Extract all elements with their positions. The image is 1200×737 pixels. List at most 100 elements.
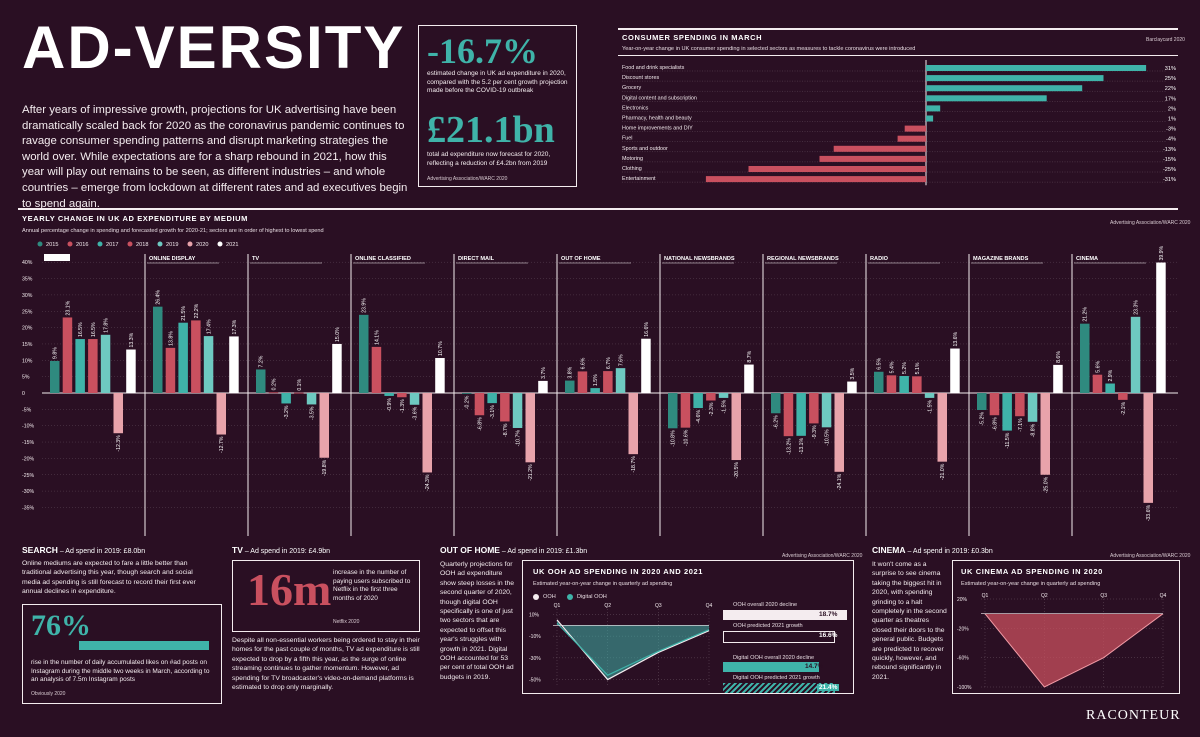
stat-total-value: £21.1bn	[427, 109, 555, 151]
search-heading: SEARCH – Ad spend in 2019: £8.0bn	[22, 545, 146, 555]
search-stat-box: 76% rise in the number of daily accumula…	[22, 604, 222, 704]
ooh-legend-digital: Digital OOH	[577, 594, 607, 600]
legend-dot-2021	[217, 241, 223, 247]
bar-value-label: -12.3%	[116, 435, 122, 452]
ooh-2020-decline-bar	[723, 610, 847, 620]
bar-value-label: 14.1%	[374, 330, 380, 345]
bar-value-label: -13.2%	[786, 438, 792, 455]
bar-direct-mail-2016	[474, 393, 485, 416]
search-stat-text: rise in the number of daily accumulated …	[31, 659, 210, 683]
digital-2020-decline-label: Digital OOH overall 2020 decline	[733, 655, 815, 661]
bar-value-label: -3.2%	[284, 405, 290, 419]
bar-radio-2021	[950, 348, 960, 393]
y-tick-label: -15%	[22, 440, 34, 446]
bar-online-classified-2017	[384, 393, 394, 396]
intro-text: After years of impressive growth, projec…	[22, 104, 408, 210]
bar-value-label: -12.7%	[219, 436, 225, 453]
bar-out-of-home-2020	[628, 393, 638, 455]
consumer-value-label: -15%	[1163, 157, 1176, 163]
consumer-category-label: Entertainment	[622, 176, 656, 182]
bar-online-classified-2019	[409, 393, 420, 405]
ooh-chart-box: UK OOH AD SPENDING IN 2020 AND 2021 Esti…	[522, 560, 854, 694]
ooh-chart-subtitle: Estimated year-on-year change in quarter…	[533, 581, 673, 587]
bar-tv-2020	[319, 393, 329, 458]
consumer-value-label: 17%	[1165, 96, 1176, 102]
group-label: REGIONAL NEWSBRANDS	[767, 256, 839, 262]
consumer-bar	[897, 135, 926, 142]
yearly-change-chart: 2015 2016 2017 2018 2019 2020 2021 40% 35% 30% 25%…	[22, 241, 1178, 536]
cinema-x-tick: Q1	[982, 593, 989, 599]
bar-value-label: 13.8%	[168, 331, 174, 346]
consumer-spending-chart: Food and drink specialists 31% Discount st…	[622, 60, 1176, 186]
bar-value-label: -3.6%	[413, 406, 419, 420]
bar-national-newsbrands-2015	[668, 393, 678, 429]
legend-label: 2016	[76, 242, 88, 248]
search-text: Online mediums are expected to fare a li…	[22, 560, 196, 596]
bar-tv-2021	[332, 343, 342, 393]
legend-dot-2017	[97, 241, 103, 247]
ooh-y-tick: -30%	[529, 656, 541, 662]
bar-value-label: 22.2%	[194, 303, 200, 318]
digital-2021-growth-bar	[723, 683, 835, 693]
bar-regional-newsbrands-2019	[821, 393, 832, 428]
ooh-2021-growth-label: OOH predicted 2021 growth	[733, 623, 803, 629]
bar-magazine-brands-2020	[1040, 393, 1050, 475]
search-stat-value: 76%	[31, 609, 91, 642]
bar-online-display-2018	[191, 320, 201, 393]
bar-online-classified-2021	[435, 358, 445, 393]
digital-2020-decline-value: 14.7%	[805, 663, 824, 670]
consumer-bar	[705, 176, 926, 183]
bar-value-label: 17.8%	[104, 318, 110, 333]
bar-value-label: 3.5%	[850, 367, 856, 379]
consumer-bar	[819, 155, 926, 162]
y-tick-label: 20%	[22, 326, 33, 332]
consumer-value-label: -13%	[1163, 147, 1176, 153]
ooh-text: Quarterly projections for OOH ad expendi…	[440, 561, 515, 681]
consumer-rule	[618, 28, 1178, 30]
cinema-source: Advertising Association/WARC 2020	[1110, 553, 1191, 559]
digital-ooh-legend-dot	[567, 594, 573, 600]
bar-value-label: 23.9%	[362, 298, 368, 313]
bar-search-2017	[75, 339, 85, 393]
consumer-header: CONSUMER SPENDING IN MARCH	[622, 33, 763, 42]
group-label: TV	[252, 256, 259, 262]
consumer-value-label: 31%	[1165, 66, 1176, 72]
bar-regional-newsbrands-2015	[771, 393, 781, 414]
ooh-heading: OUT OF HOME – Ad spend in 2019: £1.3bn	[440, 545, 588, 555]
group-label: RADIO	[870, 256, 889, 262]
search-source: Obviously 2020	[31, 691, 66, 697]
bar-cinema-2019	[1130, 316, 1141, 393]
cinema-x-tick: Q3	[1100, 593, 1107, 599]
consumer-value-label: 2%	[1168, 106, 1176, 112]
bar-value-label: -1.5%	[928, 400, 934, 414]
cinema-x-tick: Q4	[1160, 593, 1167, 599]
bar-value-label: 6.7%	[606, 357, 612, 369]
yearly-source: Advertising Association/WARC 2020	[1110, 220, 1191, 226]
bar-national-newsbrands-2017	[693, 393, 703, 409]
bar-value-label: 39.9%	[1159, 245, 1165, 260]
bar-cinema-2017	[1105, 383, 1115, 393]
bar-value-label: 6.5%	[877, 358, 883, 370]
page-title: AD-VERSITY	[22, 14, 406, 81]
bar-search-2016	[62, 317, 73, 393]
bar-value-label: -8.8%	[1031, 423, 1037, 437]
ooh-2020-decline-label: OOH overall 2020 decline	[733, 602, 798, 608]
consumer-bar	[926, 105, 941, 112]
bar-radio-2016	[886, 375, 897, 393]
bar-value-label: -5.2%	[980, 412, 986, 426]
bar-tv-2018	[294, 392, 304, 394]
bar-tv-2019	[306, 393, 317, 405]
y-tick-label: 10%	[22, 358, 33, 364]
bar-online-classified-2018	[397, 393, 407, 398]
legend-dot-2015	[37, 241, 43, 247]
bar-value-label: -0.9%	[387, 398, 393, 412]
headline-stats-box: -16.7% estimated change in UK ad expendi…	[418, 25, 577, 187]
consumer-category-label: Digital content and subscription	[622, 95, 697, 101]
consumer-category-label: Food and drink specialists	[622, 65, 685, 71]
bar-radio-2015	[874, 371, 884, 393]
bar-value-label: 17.4%	[207, 319, 213, 334]
y-tick-label: 0	[22, 391, 25, 397]
bar-out-of-home-2018	[603, 371, 613, 393]
bar-value-label: -2.1%	[1121, 401, 1127, 415]
consumer-value-label: -3%	[1166, 127, 1176, 133]
